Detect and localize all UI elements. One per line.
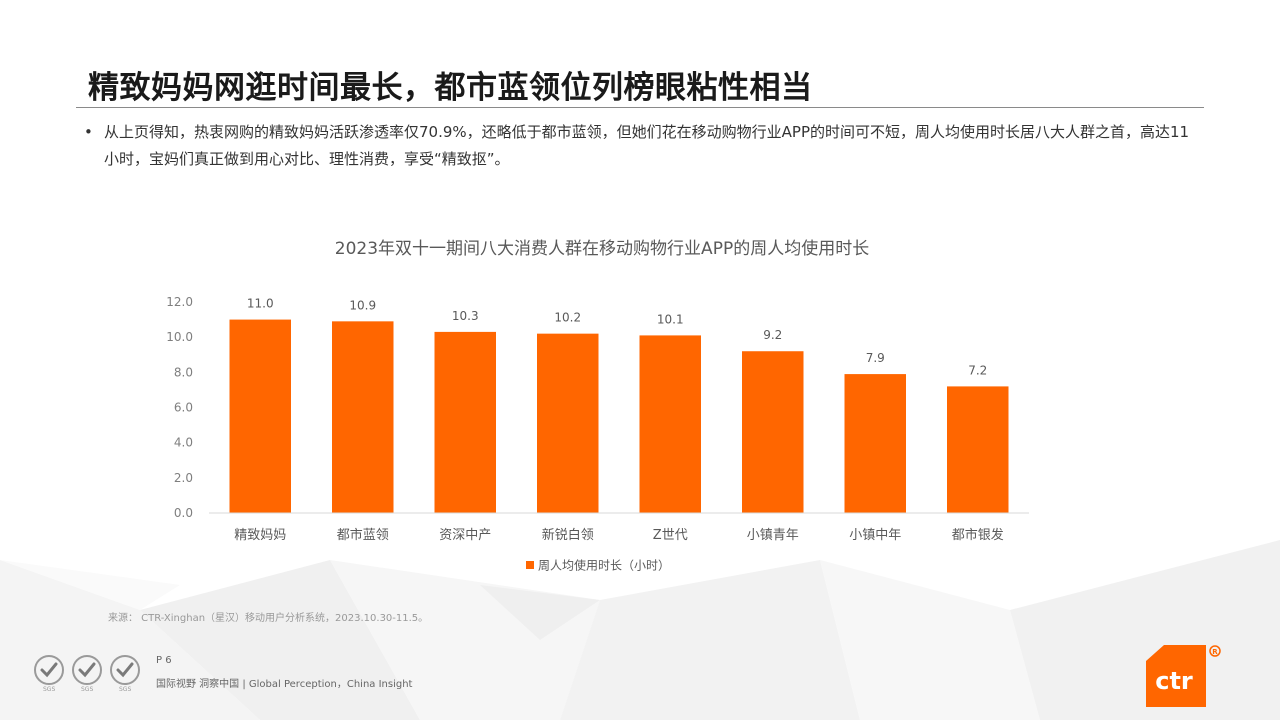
x-tick-label: 小镇青年 <box>747 528 799 543</box>
y-tick-label: 8.0 <box>174 365 193 379</box>
value-label: 11.0 <box>247 297 274 311</box>
bullet-text: 从上页得知，热衷网购的精致妈妈活跃渗透率仅70.9%，还略低于都市蓝领，但她们花… <box>104 123 1190 168</box>
svg-text:R: R <box>1212 648 1218 656</box>
bar <box>332 321 394 513</box>
bar <box>229 319 291 513</box>
chart-title: 2023年双十一期间八大消费人群在移动购物行业APP的周人均使用时长 <box>335 238 869 259</box>
legend-label: 周人均使用时长（小时） <box>538 558 670 573</box>
page-number: P 6 <box>156 655 172 666</box>
bar <box>844 374 906 513</box>
bar <box>742 351 804 513</box>
value-label: 10.2 <box>554 311 581 325</box>
sgs-certification-badges: SGS SGS SGS <box>34 655 140 692</box>
x-tick-label: 新锐白领 <box>542 527 594 543</box>
x-tick-label: Z世代 <box>653 528 688 543</box>
x-tick-label: 都市蓝领 <box>337 527 389 543</box>
bar <box>537 333 599 513</box>
x-tick-label: 小镇中年 <box>849 528 901 543</box>
x-tick-label: 都市银发 <box>952 527 1004 543</box>
value-label: 7.2 <box>968 363 987 377</box>
source-note: 来源： CTR-Xinghan（星汉）移动用户分析系统，2023.10.30-1… <box>108 613 429 624</box>
y-tick-label: 10.0 <box>166 330 193 344</box>
svg-text:SGS: SGS <box>119 686 131 692</box>
value-label: 10.1 <box>657 312 684 326</box>
y-tick-label: 2.0 <box>174 471 193 485</box>
title-divider <box>76 107 1204 108</box>
svg-text:ctr: ctr <box>1155 667 1193 695</box>
svg-text:SGS: SGS <box>81 686 93 692</box>
bullet-paragraph: • 从上页得知，热衷网购的精致妈妈活跃渗透率仅70.9%，还略低于都市蓝领，但她… <box>84 119 1198 173</box>
value-label: 9.2 <box>763 328 782 342</box>
bar <box>434 331 496 513</box>
bar <box>947 386 1009 513</box>
slide-title: 精致妈妈网逛时间最长，都市蓝领位列榜眼粘性相当 <box>88 70 813 106</box>
legend-swatch <box>526 561 534 569</box>
value-label: 10.9 <box>349 298 376 312</box>
legend: 周人均使用时长（小时） <box>526 558 670 573</box>
value-label: 7.9 <box>866 351 885 365</box>
y-tick-label: 4.0 <box>174 436 193 450</box>
y-tick-label: 12.0 <box>166 295 193 309</box>
footer-tagline: 国际视野 洞察中国 | Global Perception，China Insi… <box>156 679 413 690</box>
bar <box>639 335 701 513</box>
y-tick-label: 6.0 <box>174 401 193 415</box>
svg-text:SGS: SGS <box>43 686 55 692</box>
y-tick-label: 0.0 <box>174 506 193 520</box>
x-tick-label: 资深中产 <box>439 528 491 543</box>
bullet-icon: • <box>84 123 93 141</box>
x-tick-label: 精致妈妈 <box>234 528 286 543</box>
value-label: 10.3 <box>452 309 479 323</box>
ctr-logo: ctr R <box>1146 645 1221 707</box>
